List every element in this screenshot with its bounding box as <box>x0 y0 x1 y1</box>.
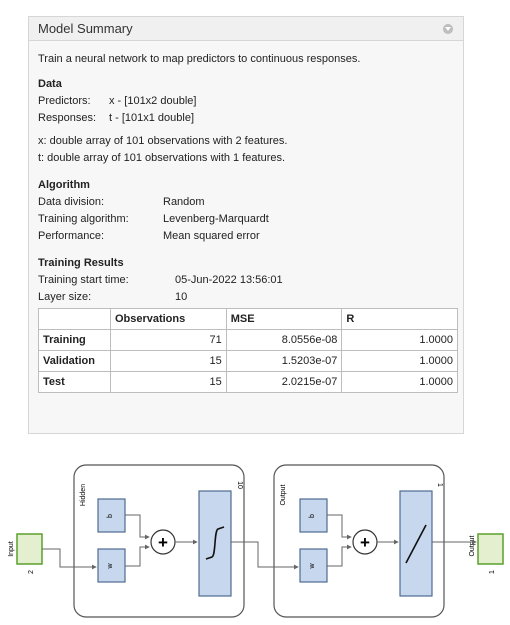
output-node <box>477 533 504 565</box>
observations-cell: 15 <box>109 371 227 393</box>
results-table: Observations MSE R Training 71 8.0556e-0… <box>38 308 458 393</box>
observations-cell: 15 <box>109 350 227 372</box>
training-algorithm-label: Training algorithm: <box>38 213 129 225</box>
model-summary-panel: Model Summary Train a neural network to … <box>28 16 464 434</box>
layer-size-row: Layer size: 10 <box>38 289 454 306</box>
table-row: Test 15 2.0215e-07 1.0000 <box>38 371 458 393</box>
output-label: Output <box>469 535 476 556</box>
start-time-label: Training start time: <box>38 274 129 286</box>
column-header-r: R <box>341 308 458 330</box>
output-layer-size: 1 <box>436 483 443 487</box>
x-note: x: double array of 101 observations with… <box>38 135 288 147</box>
column-header-observations: Observations <box>109 308 227 330</box>
panel-header: Model Summary <box>29 17 463 41</box>
results-header-row: Observations MSE R <box>38 308 458 330</box>
data-division-value: Random <box>163 196 205 208</box>
predictors-row: Predictors: x - [101x2 double] <box>38 93 454 110</box>
panel-title: Model Summary <box>38 21 133 36</box>
output-layer-label: Output <box>280 484 287 505</box>
input-label: Input <box>8 541 15 557</box>
performance-row: Performance: Mean squared error <box>38 228 454 245</box>
responses-row: Responses: t - [101x1 double] <box>38 110 454 127</box>
output-size: 1 <box>489 570 496 574</box>
hidden-bias-block <box>97 498 126 533</box>
mse-cell: 2.0215e-07 <box>225 371 343 393</box>
output-bias-label: b <box>309 514 316 518</box>
training-results-heading: Training Results <box>38 257 124 269</box>
algorithm-heading: Algorithm <box>38 179 90 191</box>
r-cell: 1.0000 <box>341 371 458 393</box>
mse-cell: 1.5203e-07 <box>225 350 343 372</box>
output-bias-block <box>299 498 328 533</box>
data-division-label: Data division: <box>38 196 105 208</box>
start-time-row: Training start time: 05-Jun-2022 13:56:0… <box>38 272 454 289</box>
mse-cell: 8.0556e-08 <box>225 329 343 351</box>
purelin-icon <box>405 524 427 564</box>
tansig-icon <box>205 526 225 560</box>
panel-content: Train a neural network to map predictors… <box>29 41 463 401</box>
column-header <box>38 308 111 330</box>
training-algorithm-row: Training algorithm: Levenberg-Marquardt <box>38 211 454 228</box>
output-weight-block <box>299 548 328 583</box>
performance-label: Performance: <box>38 230 105 242</box>
network-diagram: Input 2 Hidden 10 b w + Output 1 b w + O… <box>8 464 504 618</box>
responses-value: t - [101x1 double] <box>109 112 195 124</box>
hidden-layer-size: 10 <box>236 481 243 489</box>
input-node <box>16 533 43 565</box>
hidden-plus-icon: + <box>158 533 168 552</box>
output-weight-label: w <box>309 563 316 570</box>
observations-cell: 71 <box>109 329 227 351</box>
hidden-weight-block <box>97 548 126 583</box>
performance-value: Mean squared error <box>163 230 260 242</box>
table-row: Training 71 8.0556e-08 1.0000 <box>38 329 458 351</box>
collapse-icon[interactable] <box>443 24 453 34</box>
hidden-layer-label: Hidden <box>80 484 87 506</box>
connection-lines <box>42 514 477 570</box>
predictors-value: x - [101x2 double] <box>109 95 197 107</box>
row-name: Validation <box>38 350 111 372</box>
row-name: Training <box>38 329 111 351</box>
row-name: Test <box>38 371 111 393</box>
start-time-value: 05-Jun-2022 13:56:01 <box>175 274 283 286</box>
input-size: 2 <box>28 570 35 574</box>
t-note: t: double array of 101 observations with… <box>38 152 286 164</box>
predictors-label: Predictors: <box>38 95 91 107</box>
layer-size-value: 10 <box>175 291 188 303</box>
hidden-weight-label: w <box>107 563 114 570</box>
layer-size-label: Layer size: <box>38 291 92 303</box>
r-cell: 1.0000 <box>341 329 458 351</box>
training-algorithm-value: Levenberg-Marquardt <box>163 213 269 225</box>
responses-label: Responses: <box>38 112 97 124</box>
output-plus-icon: + <box>360 533 370 552</box>
data-division-row: Data division: Random <box>38 194 454 211</box>
model-description: Train a neural network to map predictors… <box>38 53 361 65</box>
data-heading: Data <box>38 78 62 90</box>
r-cell: 1.0000 <box>341 350 458 372</box>
hidden-bias-label: b <box>107 514 114 518</box>
column-header-mse: MSE <box>225 308 343 330</box>
table-row: Validation 15 1.5203e-07 1.0000 <box>38 350 458 372</box>
